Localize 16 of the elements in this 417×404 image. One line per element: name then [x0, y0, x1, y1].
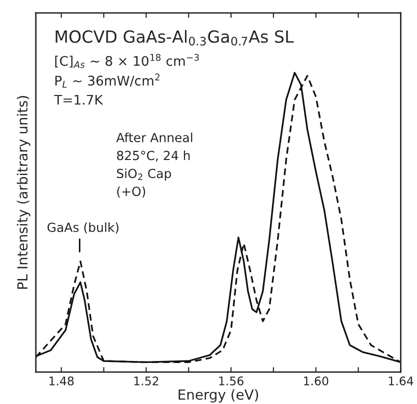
- x-axis-title: Energy (eV): [178, 389, 258, 403]
- annotation: After Anneal: [116, 132, 192, 142]
- annotation: 825°C, 24 h: [116, 150, 190, 162]
- annotation: P$_{L}$ ~ 36mW/cm$^{2}$: [55, 74, 160, 88]
- x-tick-label: 1.60: [304, 376, 328, 386]
- text: [C]$_{As}$ ~ 8 × 10$^{18}$ cm$^{−3}$: [55, 54, 199, 68]
- annotation: T=1.7K: [54, 94, 104, 105]
- annotation: SiO$_{2}$ Cap: [116, 168, 172, 181]
- annotation: GaAs (bulk): [48, 222, 118, 234]
- annotation: (+O): [117, 186, 146, 198]
- x-tick-label: 1.48: [49, 376, 74, 386]
- text: MOCVD GaAs-Al$_{0.3}$Ga$_{0.7}$As SL: [56, 30, 294, 46]
- y-axis-title: PL Intensity (arbitrary units): [16, 96, 30, 289]
- x-tick-label: 1.64: [388, 376, 414, 386]
- x-tick-label: 1.56: [219, 376, 244, 386]
- x-tick-label: 1.52: [134, 376, 158, 386]
